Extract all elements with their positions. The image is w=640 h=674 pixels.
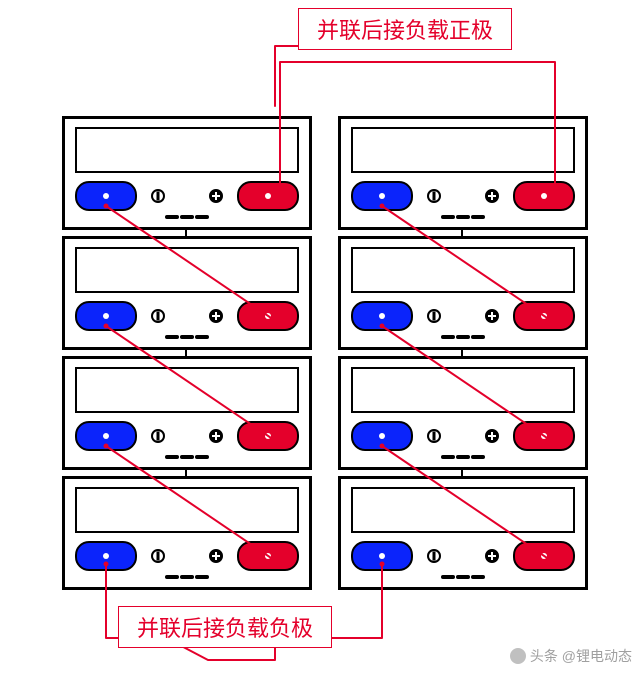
- positive-terminal: [513, 421, 575, 451]
- battery-unit: [338, 356, 588, 470]
- positive-terminal: [513, 541, 575, 571]
- positive-terminal: [513, 301, 575, 331]
- battery-unit: [62, 236, 312, 350]
- positive-terminal: [237, 301, 299, 331]
- negative-terminal: [75, 301, 137, 331]
- negative-terminal: [351, 301, 413, 331]
- battery-unit: [62, 356, 312, 470]
- negative-terminal: [75, 181, 137, 211]
- stack-connector: [461, 470, 463, 476]
- battery-unit: [338, 116, 588, 230]
- negative-terminal: [75, 421, 137, 451]
- negative-terminal: [75, 541, 137, 571]
- label-negative: 并联后接负载负极: [118, 606, 332, 648]
- positive-terminal: [237, 421, 299, 451]
- battery-unit: [62, 476, 312, 590]
- positive-terminal: [237, 181, 299, 211]
- label-positive: 并联后接负载正极: [298, 8, 512, 50]
- stack-connector: [185, 470, 187, 476]
- stack-connector: [461, 350, 463, 356]
- watermark: 头条 @锂电动态: [510, 646, 632, 666]
- diagram-stage: 并联后接负载正极 并联后接负载负极 头条 @锂电动态: [0, 0, 640, 674]
- negative-terminal: [351, 421, 413, 451]
- watermark-text: 头条 @锂电动态: [530, 646, 632, 666]
- battery-unit: [62, 116, 312, 230]
- battery-unit: [338, 476, 588, 590]
- stack-connector: [185, 350, 187, 356]
- stack-connector: [461, 230, 463, 236]
- watermark-icon: [510, 648, 526, 664]
- negative-terminal: [351, 181, 413, 211]
- positive-terminal: [237, 541, 299, 571]
- positive-terminal: [513, 181, 575, 211]
- stack-connector: [185, 230, 187, 236]
- battery-unit: [338, 236, 588, 350]
- negative-terminal: [351, 541, 413, 571]
